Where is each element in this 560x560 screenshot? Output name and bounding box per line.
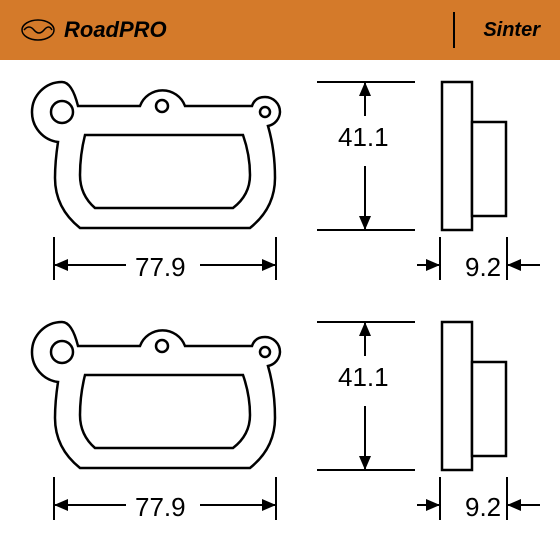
brand-name: RoadPRO [64, 17, 167, 43]
brake-pad-side-1 [440, 80, 510, 235]
brand-suffix: PRO [119, 17, 167, 42]
header-divider [453, 12, 455, 48]
dim-arrow-height-2 [315, 318, 415, 478]
brake-pad-front-2 [30, 320, 300, 475]
brand-prefix: Road [64, 17, 119, 42]
dim-arrow-width-1 [50, 235, 280, 285]
variant-label: Sinter [483, 19, 540, 42]
brake-pad-front-1 [30, 80, 300, 235]
dim-arrow-height-1 [315, 78, 415, 238]
brand-logo-icon [20, 18, 56, 42]
brake-pad-side-2 [440, 320, 510, 475]
dim-arrow-thick-2 [415, 475, 545, 525]
diagram-area: 41.1 77.9 9.2 [0, 60, 560, 560]
dim-arrow-width-2 [50, 475, 280, 525]
brand-area: RoadPRO [20, 17, 167, 43]
product-header: RoadPRO Sinter [0, 0, 560, 60]
dim-arrow-thick-1 [415, 235, 545, 285]
